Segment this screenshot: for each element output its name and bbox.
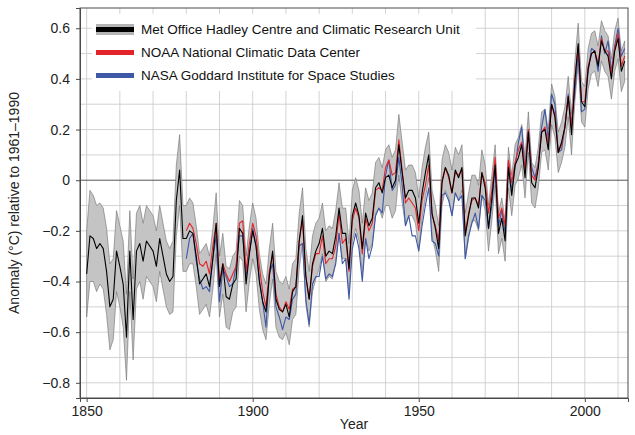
y-tick-label: −0.6 [42, 324, 70, 340]
legend-band-swatch [96, 24, 134, 35]
plot-data [87, 18, 625, 380]
y-tick-label: 0 [62, 172, 70, 188]
y-tick: 0.2 [51, 122, 80, 138]
y-tick-mark [76, 79, 80, 80]
y-tick: 0 [62, 172, 80, 188]
grid-line-y [80, 306, 628, 307]
legend-swatch [96, 73, 134, 78]
y-tick-mark [76, 383, 80, 384]
y-tick: 0.4 [51, 71, 80, 87]
x-tick-label: 2000 [570, 403, 601, 419]
x-tick-mark [253, 398, 254, 402]
x-tick-label: 1850 [72, 403, 103, 419]
y-tick-label: −0.4 [42, 273, 70, 289]
series-line [87, 38, 625, 337]
y-tick-label: 0.6 [51, 20, 71, 36]
grid [80, 8, 628, 398]
y-axis-title: Anomaly (°C) relative to 1961–1990 [6, 92, 22, 314]
x-tick: 1950 [404, 398, 435, 419]
y-tick: −0.4 [42, 273, 80, 289]
x-tick-mark [585, 398, 586, 402]
x-tick-label: 1900 [238, 403, 269, 419]
plot-background [80, 8, 628, 398]
y-tick-label: 0.4 [51, 71, 71, 87]
legend-label: Met Office Hadley Centre and Climatic Re… [141, 22, 460, 37]
grid-line-x [86, 8, 87, 398]
legend-background [92, 14, 476, 91]
chart: 1850 1900 1950 2000 −0.8 −0.6 −0.4 −0.2 0 0.2 0.4 0… [0, 0, 635, 435]
y-tick-mark [76, 180, 80, 181]
grid-line-x [551, 8, 552, 398]
x-tick: 1900 [238, 398, 269, 419]
x-tick-mark [87, 398, 88, 402]
y-tick: −0.2 [42, 223, 80, 239]
legend-item: NOAA National Climatic Data Center [96, 45, 361, 60]
uncertainty-band [87, 18, 625, 380]
y-tick: 0.6 [51, 20, 80, 36]
y-axis-line [76, 9, 81, 399]
legend-item: NASA Goddard Institute for Space Studies [96, 68, 395, 83]
plot-frame [80, 8, 628, 398]
grid-line-x [618, 8, 619, 398]
zero-line [80, 180, 628, 181]
grid-line-y [80, 382, 628, 383]
y-tick-label: 0.2 [51, 122, 71, 138]
x-axis-line [81, 399, 629, 403]
legend-swatch [96, 50, 134, 55]
x-tick-mark [419, 398, 420, 402]
grid-line-y [80, 357, 628, 358]
grid-line-x [584, 8, 585, 398]
y-tick-label: −0.8 [42, 375, 70, 391]
y-tick: −0.8 [42, 375, 80, 391]
y-tick-mark [76, 231, 80, 232]
grid-line-y [80, 104, 628, 105]
y-tick-mark [76, 282, 80, 283]
y-tick-mark [76, 332, 80, 333]
legend-swatch [96, 27, 134, 32]
y-tick-mark [76, 28, 80, 29]
y-tick-label: −0.2 [42, 223, 70, 239]
grid-line-y [80, 332, 628, 333]
legend-label: NASA Goddard Institute for Space Studies [141, 68, 395, 83]
x-tick: 1850 [72, 398, 103, 419]
x-axis-title: Year [340, 416, 369, 432]
y-tick: −0.6 [42, 324, 80, 340]
grid-line-x [518, 8, 519, 398]
x-tick: 2000 [570, 398, 601, 419]
x-tick-label: 1950 [404, 403, 435, 419]
y-axis: −0.8 −0.6 −0.4 −0.2 0 0.2 0.4 0.6 [42, 9, 80, 399]
y-tick-mark [76, 130, 80, 131]
legend-item: Met Office Hadley Centre and Climatic Re… [96, 22, 460, 37]
legend-label: NOAA National Climatic Data Center [141, 45, 361, 60]
legend: Met Office Hadley Centre and Climatic Re… [92, 14, 476, 91]
